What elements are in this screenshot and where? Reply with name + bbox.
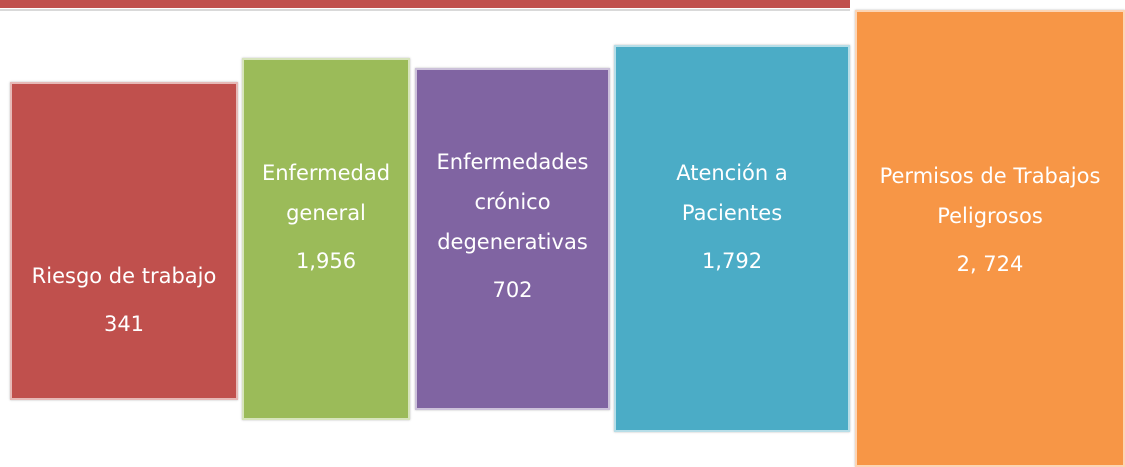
- category-box: Permisos de Trabajos Peligrosos 2, 724: [855, 10, 1125, 467]
- box-label: degenerativas: [437, 230, 588, 254]
- box-text: Permisos de Trabajos Peligrosos 2, 724: [857, 156, 1123, 284]
- box-value: 1,792: [701, 249, 763, 273]
- box-value: 1,956: [295, 249, 357, 273]
- category-box: Atención a Pacientes 1,792: [614, 45, 850, 432]
- box-text: Atención a Pacientes 1,792: [616, 153, 848, 281]
- box-text: Enfermedad general 1,956: [244, 153, 408, 281]
- box-value: 2, 724: [956, 252, 1024, 276]
- category-box: Enfermedad general 1,956: [242, 58, 410, 420]
- box-label: crónico: [474, 190, 551, 214]
- box-label: Pacientes: [681, 201, 783, 225]
- box-label: Enfermedades: [436, 150, 589, 174]
- box-value: 702: [492, 278, 533, 302]
- box-label: Permisos de Trabajos: [879, 164, 1101, 188]
- box-value: 341: [103, 312, 145, 336]
- category-box: Enfermedades crónico degenerativas 702: [415, 68, 610, 410]
- box-text: Enfermedades crónico degenerativas 702: [417, 142, 608, 310]
- box-label: Riesgo de trabajo: [31, 264, 217, 288]
- box-label: Enfermedad: [261, 161, 391, 185]
- top-line: [0, 9, 850, 11]
- category-box: Riesgo de trabajo 341: [10, 82, 238, 400]
- box-label: general: [286, 201, 366, 225]
- top-bar: [0, 0, 850, 8]
- box-label: Peligrosos: [937, 204, 1043, 228]
- box-label: Atención a: [676, 161, 788, 185]
- box-text: Riesgo de trabajo 341: [12, 256, 236, 344]
